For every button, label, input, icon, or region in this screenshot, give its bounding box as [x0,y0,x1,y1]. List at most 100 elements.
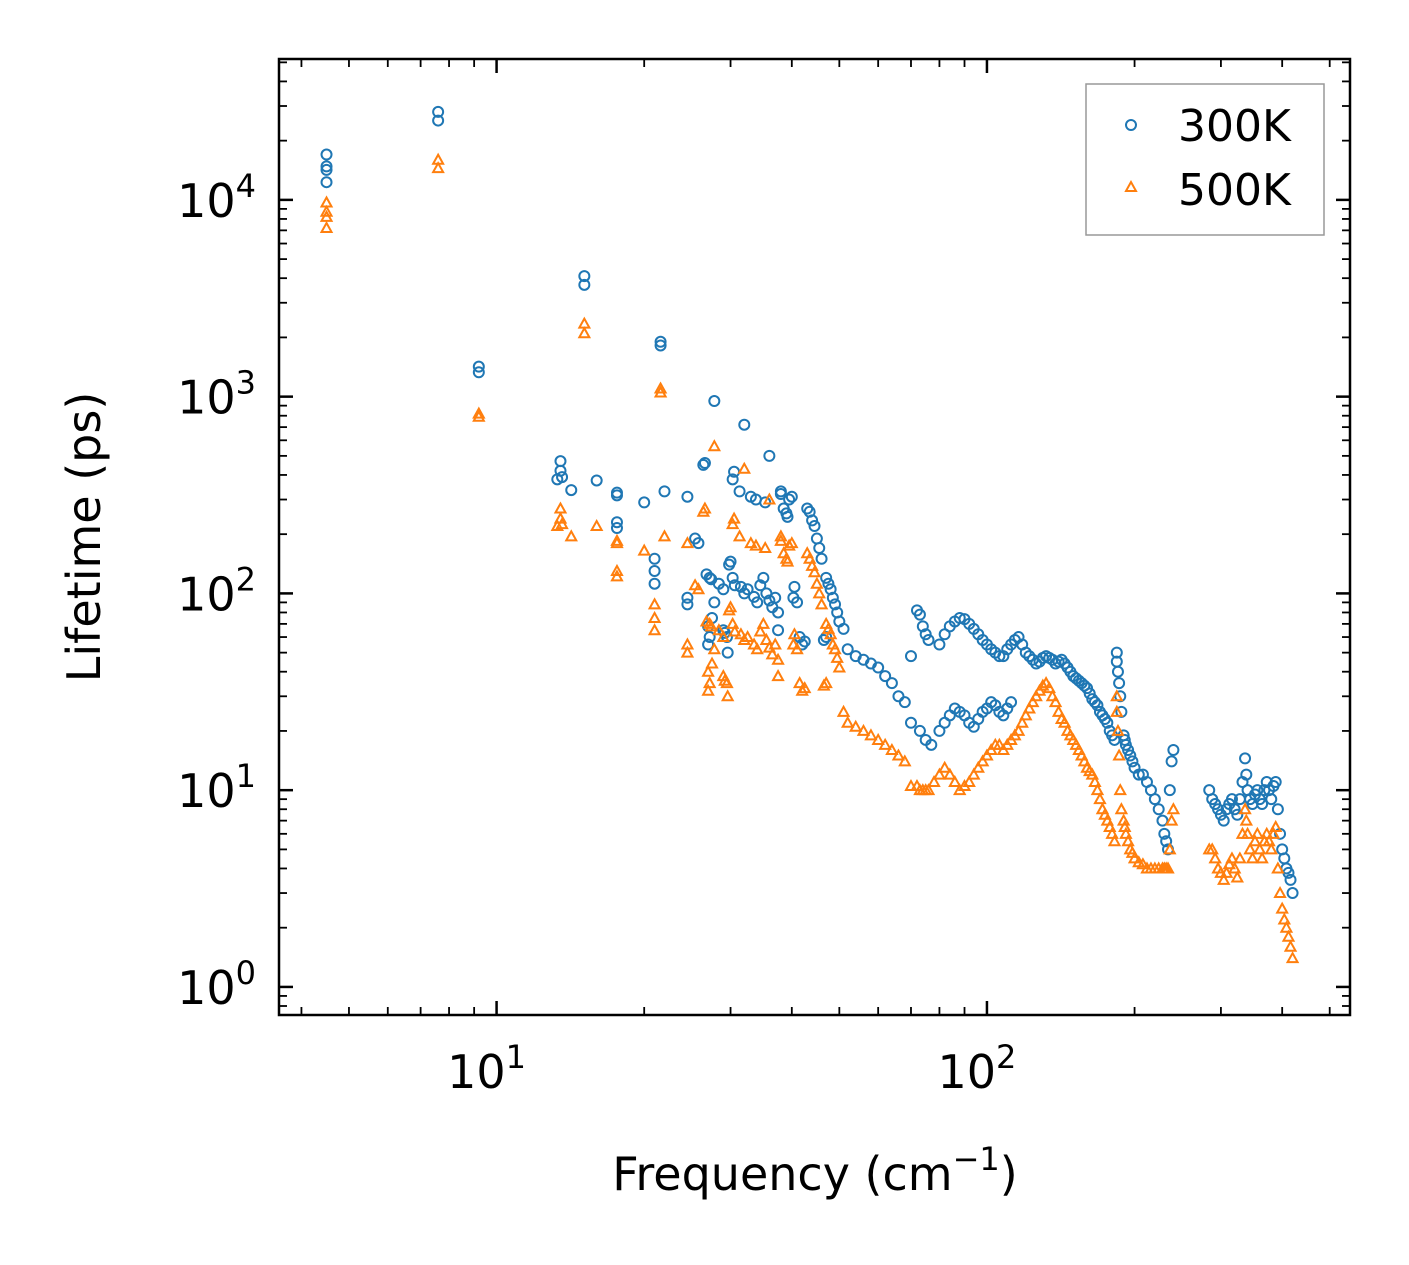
data-point-500k [1273,885,1287,899]
data-point-300k [726,571,739,584]
data-point-300k [898,696,911,709]
data-point-500k [728,624,742,637]
data-point-500k [1107,834,1122,847]
data-point-500k [550,518,565,532]
data-point-300k [1091,699,1104,712]
data-point-300k [759,496,772,509]
data-point-500k [1279,920,1294,933]
data-point-300k [791,596,804,609]
legend-box [1085,83,1325,236]
data-point-500k [319,204,334,217]
data-point-300k [822,577,835,590]
data-point-500k [1238,802,1252,815]
data-point-500k [840,715,855,728]
data-point-300k [708,395,721,408]
data-point-500k [720,689,735,702]
data-point-300k [1152,803,1165,816]
data-point-500k [1103,819,1117,832]
data-point-500k [680,645,695,658]
data-point-300k [578,278,591,291]
data-point-500k [1283,939,1298,952]
data-point-300k [1160,835,1173,848]
data-point-300k [824,583,837,596]
data-point-500k [691,582,706,595]
data-point-300k [432,105,445,118]
data-point-500k [1250,826,1265,839]
data-point-300k [826,591,839,604]
data-point-500k [810,576,824,589]
data-point-300k [578,270,591,283]
data-point-500k [1048,695,1063,708]
data-point-500k [823,627,838,640]
data-point-500k [610,533,624,546]
data-point-500k [1011,723,1026,736]
data-point-500k [765,647,780,660]
data-point-300k [841,643,854,656]
data-point-500k [1222,857,1236,870]
data-point-500k [807,565,822,578]
data-point-500k [1166,802,1181,815]
data-point-300k [904,650,917,663]
data-point-300k [925,738,938,751]
data-point-300k [1284,873,1297,886]
data-point-500k [885,742,899,756]
data-point-500k [472,409,486,422]
data-point-300k [1023,650,1036,663]
legend-label-300k: 300K [1178,101,1292,152]
tick-labels: 101 102 100 101 102 103 104 [177,167,1016,1099]
y-tick-label: 100 [177,954,256,1015]
data-point-500k [992,737,1007,750]
data-point-500k [712,623,726,636]
data-point-500k [774,529,788,542]
data-point-500k [725,517,740,530]
data-point-300k [472,360,485,373]
data-point-500k [737,632,751,645]
data-point-500k [787,627,802,640]
data-point-500k [647,597,662,610]
data-point-500k [1208,851,1222,864]
data-point-300k [769,591,782,604]
data-point-500k [1015,715,1029,728]
data-point-300k [757,571,770,584]
data-point-300k [763,594,776,607]
data-point-500k [750,642,764,655]
data-point-500k [1112,748,1126,761]
data-point-500k [1253,842,1267,855]
data-point-300k [1088,696,1101,709]
data-point-300k [1240,768,1253,781]
data-point-500k [725,616,740,629]
data-point-500k [577,326,592,339]
data-point-300k [708,596,721,609]
data-point-500k [1110,704,1124,717]
data-point-300k [1111,665,1124,678]
data-point-300k [610,521,623,534]
data-point-500k [898,754,912,767]
data-point-500k [1113,783,1127,796]
data-point-300k [872,661,885,674]
data-point-500k [830,650,844,663]
data-point-500k [1240,826,1255,839]
data-point-500k [1057,715,1072,728]
data-point-300k [1286,887,1299,900]
data-point-300k [879,670,892,683]
data-point-300k [590,474,603,487]
data-point-500k [962,774,976,788]
data-point-300k [565,484,578,497]
data-point-500k [927,774,941,788]
data-point-500k [780,554,795,567]
data-point-500k [705,656,719,669]
data-point-300k [1167,744,1180,757]
data-point-500k [1042,681,1056,694]
data-point-500k [1077,754,1092,767]
data-point-500k [1275,901,1289,914]
data-point-300k [698,456,711,469]
data-point-300k [885,677,898,690]
series-300k [320,105,1299,900]
data-point-300k [1269,776,1282,789]
data-point-300k [1124,749,1137,762]
data-point-500k [774,533,788,546]
data-point-500k [1111,723,1125,736]
data-point-500k [1245,851,1260,864]
data-point-500k [698,501,712,514]
